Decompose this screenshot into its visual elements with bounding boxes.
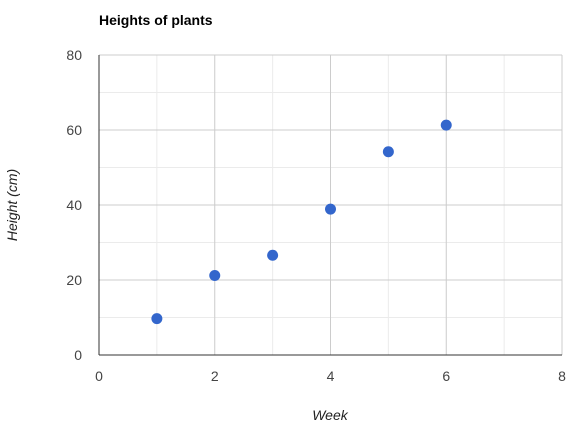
x-tick-label: 6 <box>442 368 450 384</box>
y-axis-label: Height (cm) <box>4 169 20 241</box>
chart-title: Heights of plants <box>99 12 213 28</box>
y-tick-label: 80 <box>66 47 82 63</box>
x-tick-label: 2 <box>211 368 219 384</box>
data-point <box>440 119 452 131</box>
y-tick-label: 40 <box>66 197 82 213</box>
axes <box>98 55 562 356</box>
data-point <box>325 203 336 215</box>
data-points <box>151 119 452 325</box>
x-tick-label: 0 <box>95 368 103 384</box>
data-point <box>209 270 221 281</box>
y-tick-labels: 0 20 40 60 80 <box>66 47 82 363</box>
data-point <box>382 146 394 158</box>
y-tick-label: 0 <box>74 347 82 363</box>
x-tick-label: 4 <box>327 368 335 384</box>
x-tick-labels: 0 2 4 6 8 <box>95 368 566 384</box>
x-axis-label: Week <box>312 407 349 423</box>
data-point <box>267 249 279 261</box>
y-tick-label: 20 <box>66 272 82 288</box>
x-tick-label: 8 <box>558 368 566 384</box>
y-tick-label: 60 <box>66 122 82 138</box>
data-point <box>151 313 163 325</box>
